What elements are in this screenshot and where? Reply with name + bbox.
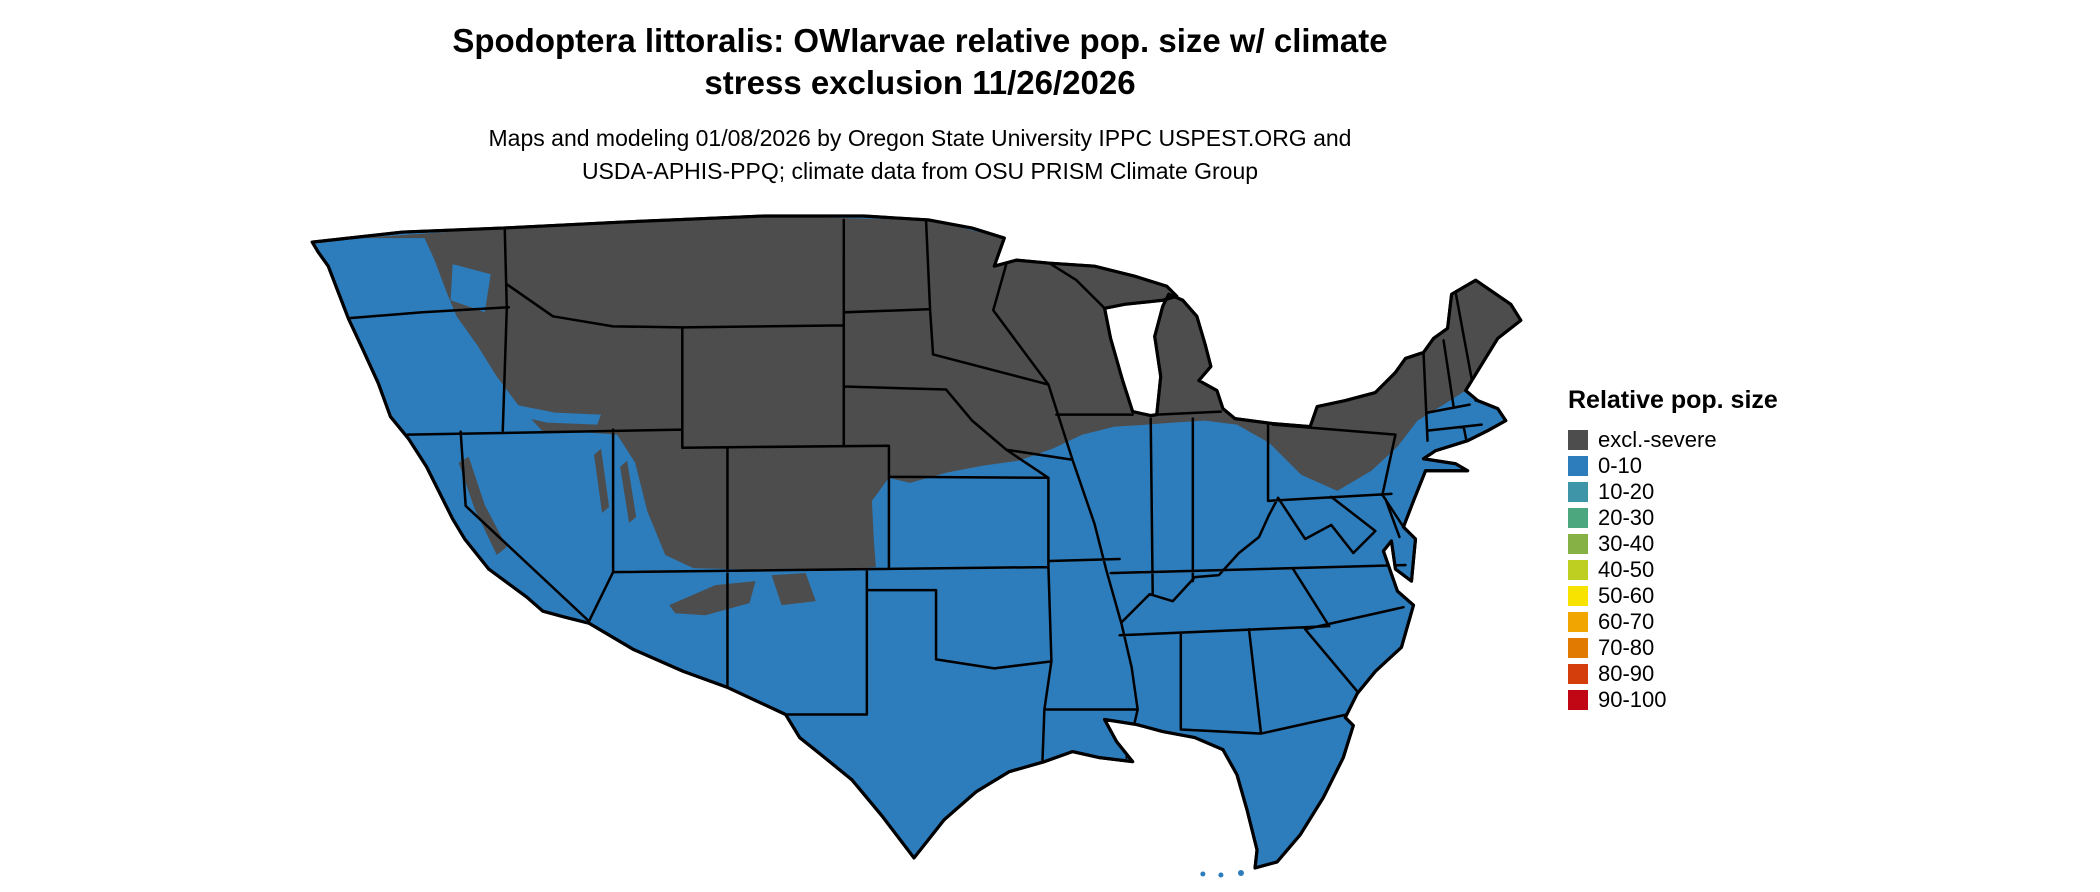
excluded-region-nevada-range-2 [620,460,637,523]
excluded-region-overlay [357,216,1521,616]
legend-label: 30-40 [1598,531,1655,556]
legend-label: 40-50 [1598,557,1655,582]
us-map [300,208,1528,880]
legend-swatch [1568,508,1588,528]
legend-label: 80-90 [1598,661,1655,686]
excluded-region-new-mexico-highlands [771,573,816,606]
legend-item: 20-30 [1568,505,1808,531]
florida-key-dot [1200,871,1206,877]
state-borders [345,218,1483,765]
legend-label: 70-80 [1598,635,1655,660]
legend-title: Relative pop. size [1568,386,1778,414]
legend-swatch [1568,482,1588,502]
legend-item: excl.-severe [1568,427,1808,453]
us-outline [310,214,1523,870]
legend-label: 60-70 [1598,609,1655,634]
legend-label: 0-10 [1598,453,1643,478]
legend-label: 90-100 [1598,687,1667,712]
figure-subtitle-line2: USDA-APHIS-PPQ; climate data from OSU PR… [581,158,1259,184]
us-map-svg [310,214,1523,878]
excluded-region-sierra-nevada [458,456,507,556]
legend-swatch [1568,430,1588,450]
excluded-region-northern-tier [357,216,1521,571]
figure-title-line1: Spodoptera littoralis: OWlarvae relative… [452,22,1388,59]
state-border-lines [345,218,1483,765]
legend-item: 80-90 [1568,661,1808,687]
legend-label: excl.-severe [1598,427,1717,452]
florida-key-dot [1218,872,1224,878]
legend-label: 50-60 [1598,583,1655,608]
excluded-region-nevada-range-1 [594,448,610,513]
legend-item: 50-60 [1568,583,1808,609]
legend-item: 40-50 [1568,557,1808,583]
legend-swatch [1568,690,1588,710]
legend-item: 70-80 [1568,635,1808,661]
legend-item: 60-70 [1568,609,1808,635]
legend-swatch [1568,534,1588,554]
legend-item: 90-100 [1568,687,1808,713]
florida-key-dot [1237,869,1244,876]
snake-river-plain-pocket [512,404,602,425]
legend-label: 20-30 [1598,505,1655,530]
figure-subtitle-line1: Maps and modeling 01/08/2026 by Oregon S… [488,125,1352,151]
legend-swatch [1568,586,1588,606]
legend: Relative pop. size excl.-severe 0-10 10-… [1568,386,1808,713]
columbia-basin-pocket [450,264,491,313]
figure-title-line2: stress exclusion 11/26/2026 [704,64,1136,101]
legend-swatch [1568,664,1588,684]
legend-swatch [1568,612,1588,632]
legend-item: 30-40 [1568,531,1808,557]
legend-swatch [1568,638,1588,658]
legend-label: 10-20 [1598,479,1655,504]
legend-item: 10-20 [1568,479,1808,505]
legend-swatch [1568,456,1588,476]
figure-header: Spodoptera littoralis: OWlarvae relative… [0,20,1840,188]
legend-item: 0-10 [1568,453,1808,479]
legend-swatch [1568,560,1588,580]
florida-keys [1200,869,1244,878]
excluded-region-arizona-plateau [669,581,756,616]
